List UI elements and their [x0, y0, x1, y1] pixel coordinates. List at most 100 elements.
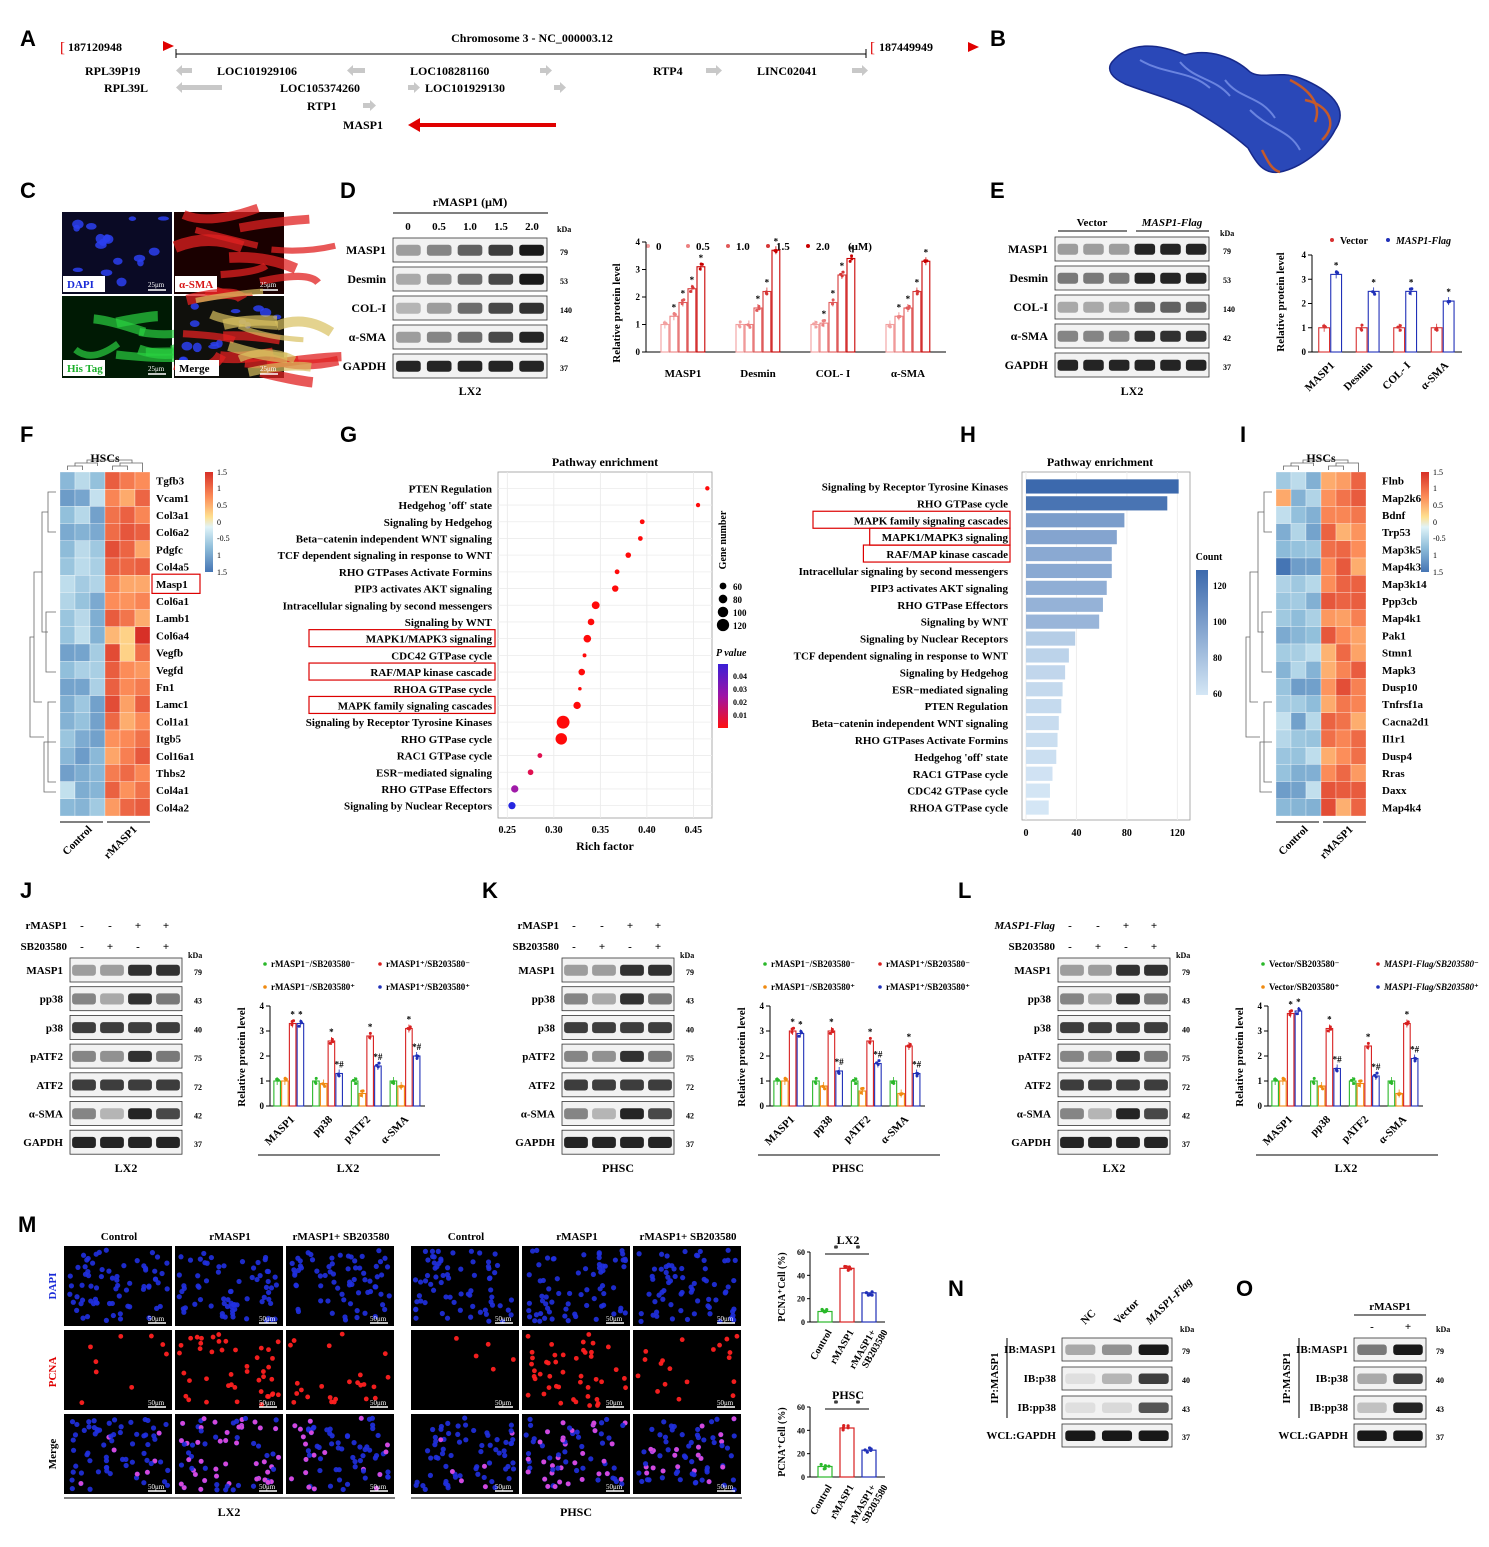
gene-arrowhead-icon	[176, 65, 182, 76]
blot-band	[1060, 1079, 1084, 1091]
treatment-sign: -	[572, 920, 576, 932]
pcna-dot	[531, 1374, 537, 1379]
nucleus-dot	[341, 1297, 347, 1303]
blot-band	[128, 1136, 152, 1148]
heatmap-cell	[119, 798, 136, 817]
blot-band	[1144, 1079, 1168, 1091]
nucleus-dot	[546, 1286, 552, 1292]
highlight-box	[308, 662, 496, 681]
heatmap-cell	[1275, 540, 1292, 559]
nucleus-dot	[596, 1255, 602, 1261]
blot-band	[457, 331, 483, 343]
pcna-dot	[186, 1457, 192, 1463]
heatmap-cell	[1275, 764, 1292, 782]
gene-label: Pdgfc	[156, 544, 183, 556]
blot-label: pATF2	[30, 1051, 63, 1063]
legend-label: rMASP1⁺/SB203580⁺	[886, 982, 970, 992]
blot-band	[620, 964, 644, 976]
nucleus-dot	[152, 1276, 159, 1282]
pcna-dot	[450, 1469, 455, 1474]
blot-band	[1138, 1430, 1169, 1442]
nucleus-dot	[657, 1453, 663, 1459]
pcna-dot	[294, 1380, 300, 1386]
actin-stroke	[238, 214, 310, 233]
data-point	[875, 1061, 879, 1065]
pcna-dot	[289, 1476, 294, 1482]
blot-band	[1138, 1373, 1169, 1385]
bar	[788, 1030, 797, 1107]
pcna-dot	[545, 1360, 551, 1366]
heatmap-cell	[1350, 609, 1367, 627]
bar	[1294, 1010, 1303, 1107]
bar	[1325, 1027, 1334, 1107]
y-axis-label: Relative protein level	[1275, 252, 1287, 351]
label-box	[63, 360, 105, 376]
scale-label: 1.5	[217, 568, 227, 577]
pathway-dot	[508, 802, 516, 810]
pcna-dot	[727, 1350, 733, 1355]
heatmap-cell	[1350, 764, 1367, 782]
nucleus-dot	[591, 1295, 597, 1302]
bar	[335, 1072, 343, 1107]
scale-label: 1.5	[1433, 468, 1443, 477]
nucleus-dot	[471, 1272, 478, 1278]
gene-label: LINC02041	[757, 64, 817, 78]
blot-band	[1160, 330, 1181, 342]
kda-value: 42	[560, 335, 568, 344]
nucleus-dot	[429, 1248, 436, 1254]
pcna-dot	[675, 1464, 681, 1470]
nucleus-dot	[721, 1482, 727, 1488]
nucleus-dot	[488, 1287, 494, 1293]
data-point	[841, 270, 845, 274]
group-label: α-SMA	[891, 368, 925, 380]
legend-dot	[766, 244, 770, 248]
heatmap-cell	[89, 747, 106, 765]
nucleus-dot	[123, 1287, 130, 1293]
nucleus-dot	[649, 1426, 655, 1432]
nucleus-dot	[103, 1247, 109, 1253]
heatmap-cell	[104, 575, 121, 593]
group-label: pATF2	[341, 1113, 373, 1145]
nucleus-dot	[380, 1302, 386, 1308]
gene-label: Rras	[1382, 768, 1405, 780]
nucleus-dot	[691, 1311, 697, 1317]
nucleus-dot	[335, 1285, 341, 1291]
nucleus-dot	[702, 1266, 708, 1272]
chrom-end: 187449949	[879, 40, 933, 54]
pcna-dot	[224, 1430, 230, 1435]
nucleus-dot	[671, 1266, 677, 1272]
pcna-dot	[198, 1340, 204, 1346]
data-point	[1396, 325, 1400, 329]
significance-mark: *	[790, 1017, 795, 1027]
gene-label: Itgb5	[156, 734, 182, 746]
nucleus-dot	[468, 1314, 474, 1320]
pathway-label: MAPK1/MAPK3 signaling	[366, 634, 493, 646]
blot-band	[1144, 1050, 1168, 1062]
significance-mark: *	[868, 1027, 873, 1037]
pathway-dot	[614, 569, 620, 575]
blot-band	[396, 244, 421, 256]
nucleus-dot	[416, 1293, 423, 1299]
kda-value: 40	[1182, 1376, 1190, 1385]
label-box	[63, 276, 105, 292]
pcna-dot	[134, 1471, 140, 1477]
kda-label: kDa	[1176, 951, 1190, 960]
blot-band	[1083, 301, 1104, 313]
data-point	[328, 1041, 332, 1045]
nucleus-dot	[475, 1471, 481, 1477]
nucleus-dot	[544, 1305, 551, 1311]
nucleus-dot	[662, 1434, 669, 1440]
nucleus-dot	[357, 1458, 363, 1464]
heatmap-cell	[1305, 798, 1322, 817]
pathway-dot	[511, 785, 519, 793]
nucleus-dot	[385, 1469, 391, 1475]
nucleus-dot	[357, 1265, 363, 1271]
bar	[846, 257, 856, 353]
pathway-dot	[573, 701, 581, 710]
bar	[905, 1045, 913, 1107]
significance-mark: *#	[335, 1060, 345, 1070]
scale-label: 0.5	[1433, 501, 1443, 510]
nucleus-dot	[327, 1269, 333, 1275]
blot-band	[519, 331, 544, 343]
nucleus-dot	[663, 1269, 669, 1276]
